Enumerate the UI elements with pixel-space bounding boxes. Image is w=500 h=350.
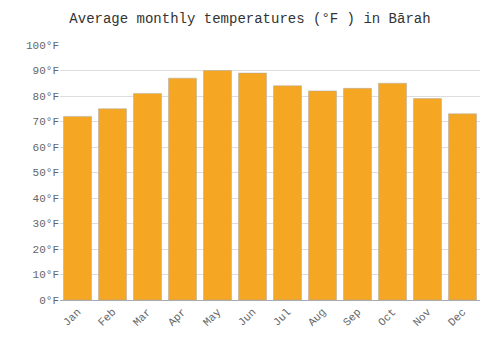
svg-text:40°F: 40°F bbox=[33, 193, 59, 205]
svg-text:Mar: Mar bbox=[131, 306, 153, 328]
svg-text:Jul: Jul bbox=[271, 306, 293, 328]
svg-text:30°F: 30°F bbox=[33, 218, 59, 230]
svg-text:Jan: Jan bbox=[61, 306, 83, 328]
svg-text:Sep: Sep bbox=[341, 306, 363, 328]
svg-text:70°F: 70°F bbox=[33, 116, 59, 128]
svg-text:Jun: Jun bbox=[236, 306, 258, 328]
svg-text:50°F: 50°F bbox=[33, 167, 59, 179]
svg-text:80°F: 80°F bbox=[33, 91, 59, 103]
svg-text:100°F: 100°F bbox=[26, 40, 59, 52]
svg-text:0°F: 0°F bbox=[39, 295, 59, 307]
svg-text:Feb: Feb bbox=[96, 306, 118, 328]
svg-text:60°F: 60°F bbox=[33, 142, 59, 154]
svg-text:20°F: 20°F bbox=[33, 244, 59, 256]
svg-text:May: May bbox=[201, 306, 224, 329]
svg-text:Dec: Dec bbox=[446, 306, 468, 328]
svg-text:90°F: 90°F bbox=[33, 65, 59, 77]
svg-text:Apr: Apr bbox=[166, 306, 188, 328]
svg-text:Oct: Oct bbox=[376, 306, 398, 328]
svg-text:Nov: Nov bbox=[411, 306, 434, 329]
svg-text:Average monthly temperatures (: Average monthly temperatures (°F ) in Bā… bbox=[69, 11, 430, 27]
svg-text:10°F: 10°F bbox=[33, 269, 59, 281]
svg-text:Aug: Aug bbox=[306, 306, 328, 328]
